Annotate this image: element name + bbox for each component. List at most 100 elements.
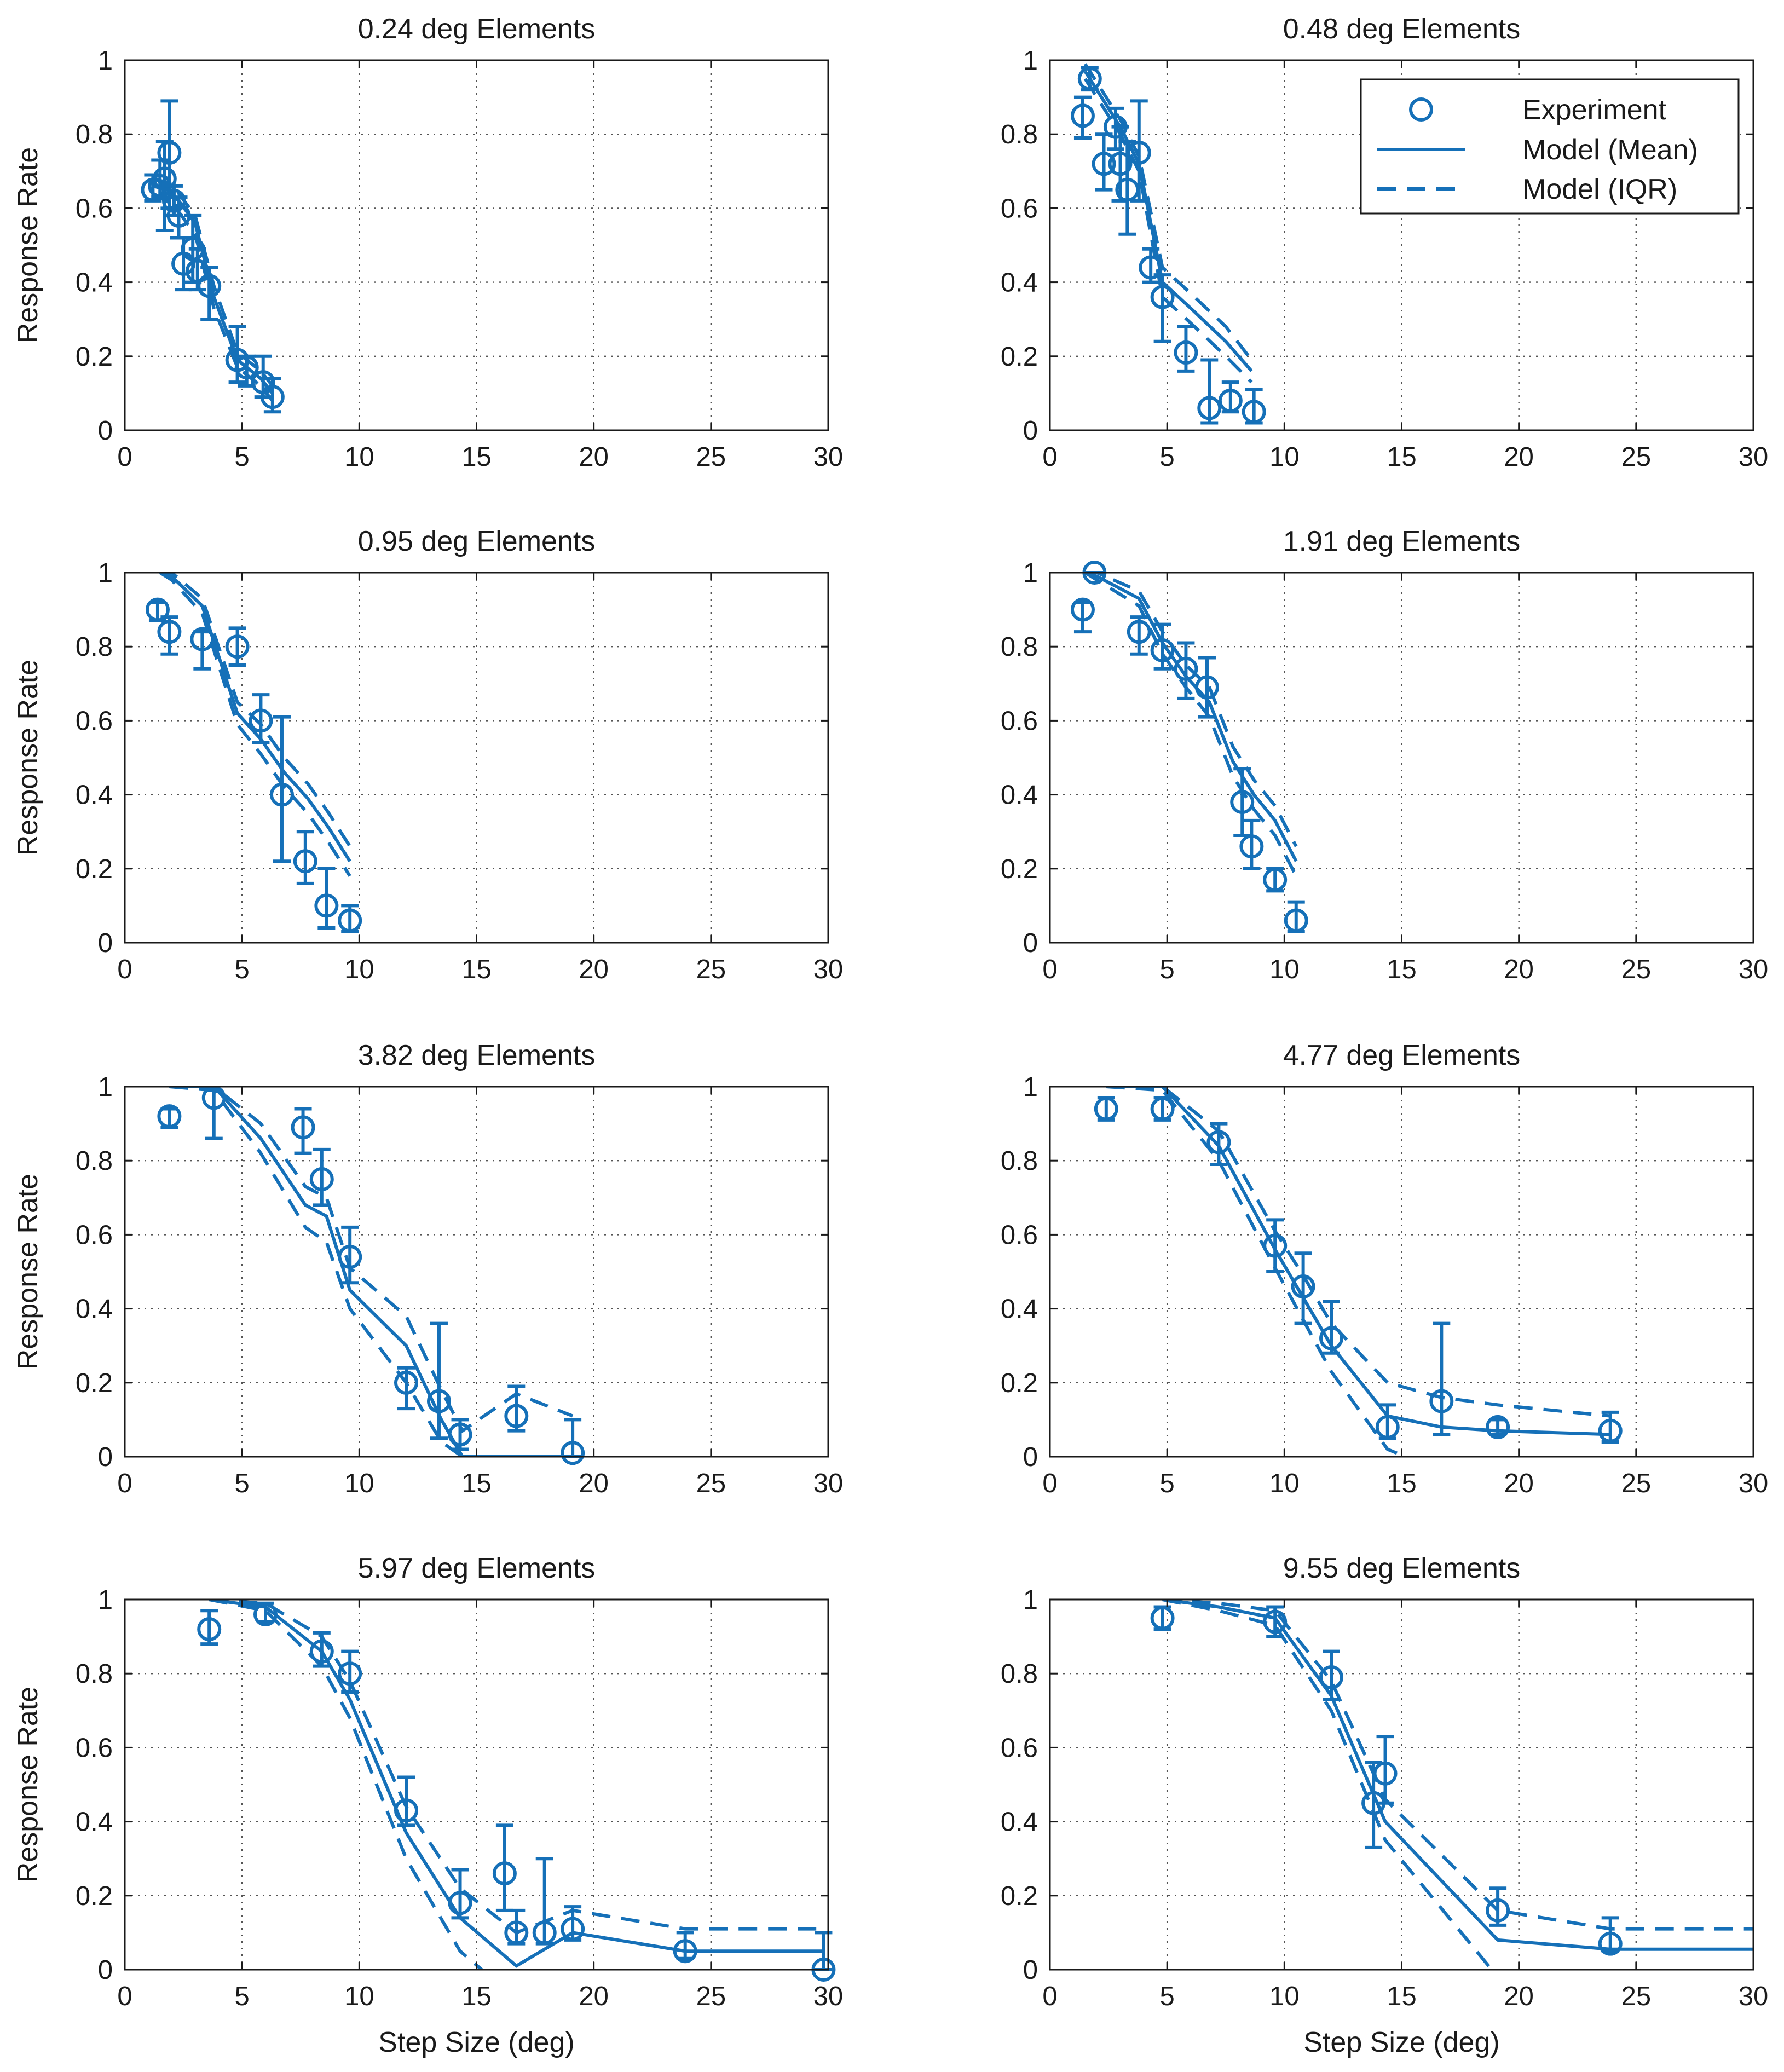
experiment-point <box>1108 125 1133 203</box>
experiment-point <box>448 1418 472 1451</box>
experiment-marker <box>673 1939 697 1964</box>
experiment-marker <box>1218 388 1243 413</box>
experiment-point <box>561 1905 585 1942</box>
model-mean-line <box>1083 70 1253 372</box>
y-tick-label: 0.6 <box>1001 706 1038 736</box>
y-tick-label: 0.8 <box>76 1146 113 1176</box>
experiment-point <box>309 1631 334 1668</box>
experiment-point <box>1263 1218 1288 1273</box>
experiment-point <box>1070 597 1095 634</box>
experiment-marker <box>1486 1898 1510 1923</box>
x-tick-label: 10 <box>1269 1982 1300 2011</box>
experiment-point <box>1174 325 1198 373</box>
experiment-point <box>1242 388 1266 425</box>
y-tick-label: 0.8 <box>1001 1659 1038 1689</box>
y-tick-label: 0.4 <box>76 1808 113 1837</box>
experiment-point <box>157 1104 182 1129</box>
experiment-point <box>1077 66 1102 92</box>
legend-marker-experiment <box>1409 97 1433 122</box>
model-iqr-high-line <box>209 1600 824 1935</box>
x-tick-label: 10 <box>344 955 374 984</box>
x-axis-label: Step Size (deg) <box>378 2027 574 2058</box>
experiment-marker <box>145 597 170 622</box>
experiment-point <box>269 715 294 863</box>
experiment-marker <box>1070 597 1095 622</box>
experiment-marker <box>1139 255 1163 280</box>
x-tick-label: 5 <box>1160 1469 1175 1498</box>
x-tick-label: 0 <box>117 1469 132 1498</box>
experiment-marker <box>260 385 285 409</box>
experiment-marker <box>1598 1418 1623 1443</box>
x-tick-label: 0 <box>117 442 132 472</box>
x-axis-label: Step Size (deg) <box>1303 2027 1499 2058</box>
y-tick-label: 0.6 <box>76 1220 113 1250</box>
experiment-marker <box>561 1441 585 1465</box>
x-tick-label: 25 <box>696 1469 726 1498</box>
experiment-point <box>1373 1735 1398 1805</box>
experiment-marker <box>1094 1096 1118 1121</box>
x-tick-label: 20 <box>1504 1469 1534 1498</box>
y-tick-label: 0 <box>98 928 113 958</box>
experiment-point <box>1094 1096 1118 1122</box>
x-tick-label: 5 <box>235 955 250 984</box>
x-tick-label: 30 <box>813 1469 844 1498</box>
experiment-marker <box>1150 1096 1175 1121</box>
x-tick-label: 10 <box>1269 1469 1300 1498</box>
panel-title: 9.55 deg Elements <box>1283 1552 1521 1584</box>
experiment-marker <box>161 188 186 213</box>
y-tick-label: 0.2 <box>1001 1881 1038 1911</box>
experiment-point <box>1598 1410 1623 1444</box>
panel-6: 0 5 10 15 20 25 30 0 0.2 0.4 0.6 0.8 1 4.77 deg Eleme… <box>1001 1040 1768 1498</box>
y-tick-label: 1 <box>98 1585 113 1615</box>
experiment-point <box>1206 1122 1231 1166</box>
experiment-marker <box>1319 1326 1343 1350</box>
experiment-point <box>190 627 215 671</box>
x-tick-label: 20 <box>579 955 609 984</box>
experiment-point <box>338 904 362 933</box>
y-tick-label: 1 <box>98 558 113 588</box>
experiment-marker <box>157 1104 182 1129</box>
experiment-marker <box>1206 1130 1231 1155</box>
model-mean-line <box>169 1087 573 1457</box>
x-tick-label: 30 <box>1739 955 1769 984</box>
y-tick-label: 1 <box>1023 1585 1038 1615</box>
y-tick-label: 0.8 <box>76 1659 113 1689</box>
x-tick-label: 25 <box>696 1982 726 2011</box>
panel-4: 0 5 10 15 20 25 30 0 0.2 0.4 0.6 0.8 1 1.91 deg Eleme… <box>1001 526 1768 984</box>
x-tick-label: 5 <box>1160 955 1175 984</box>
y-tick-label: 1 <box>98 1072 113 1102</box>
experiment-point <box>260 377 285 414</box>
panel-title: 0.95 deg Elements <box>358 526 596 557</box>
experiment-point <box>197 266 222 321</box>
y-tick-label: 1 <box>1023 46 1038 76</box>
experiment-point <box>1239 818 1264 870</box>
y-tick-label: 0 <box>1023 1955 1038 1985</box>
model-mean-line <box>1106 1087 1610 1436</box>
experiment-marker <box>1263 1233 1288 1258</box>
legend-label: Experiment <box>1522 94 1667 126</box>
y-tick-label: 0.4 <box>1001 268 1038 298</box>
experiment-point <box>1291 1251 1315 1325</box>
experiment-point <box>504 1908 529 1946</box>
model-lines <box>1162 1600 1753 1970</box>
legend-label: Model (Mean) <box>1522 134 1698 166</box>
experiment-point <box>1127 99 1151 203</box>
y-tick-label: 0.2 <box>76 1369 113 1398</box>
y-tick-label: 0.6 <box>76 706 113 736</box>
experiment-marker <box>314 893 339 918</box>
x-tick-label: 5 <box>1160 442 1175 472</box>
experiment-marker <box>1174 656 1198 681</box>
panel-title: 0.48 deg Elements <box>1283 13 1521 45</box>
x-tick-label: 0 <box>1042 955 1057 984</box>
experiment-marker <box>309 1167 334 1191</box>
panel-title: 5.97 deg Elements <box>358 1552 596 1584</box>
y-tick-label: 0 <box>98 416 113 446</box>
experiment-marker <box>1291 1274 1315 1299</box>
experiment-point <box>293 830 317 885</box>
y-tick-label: 0.8 <box>76 632 113 662</box>
model-iqr-high-line <box>1083 63 1253 361</box>
experiment-point <box>314 867 339 930</box>
experiment-marker <box>1373 1761 1398 1786</box>
x-tick-label: 10 <box>1269 955 1300 984</box>
